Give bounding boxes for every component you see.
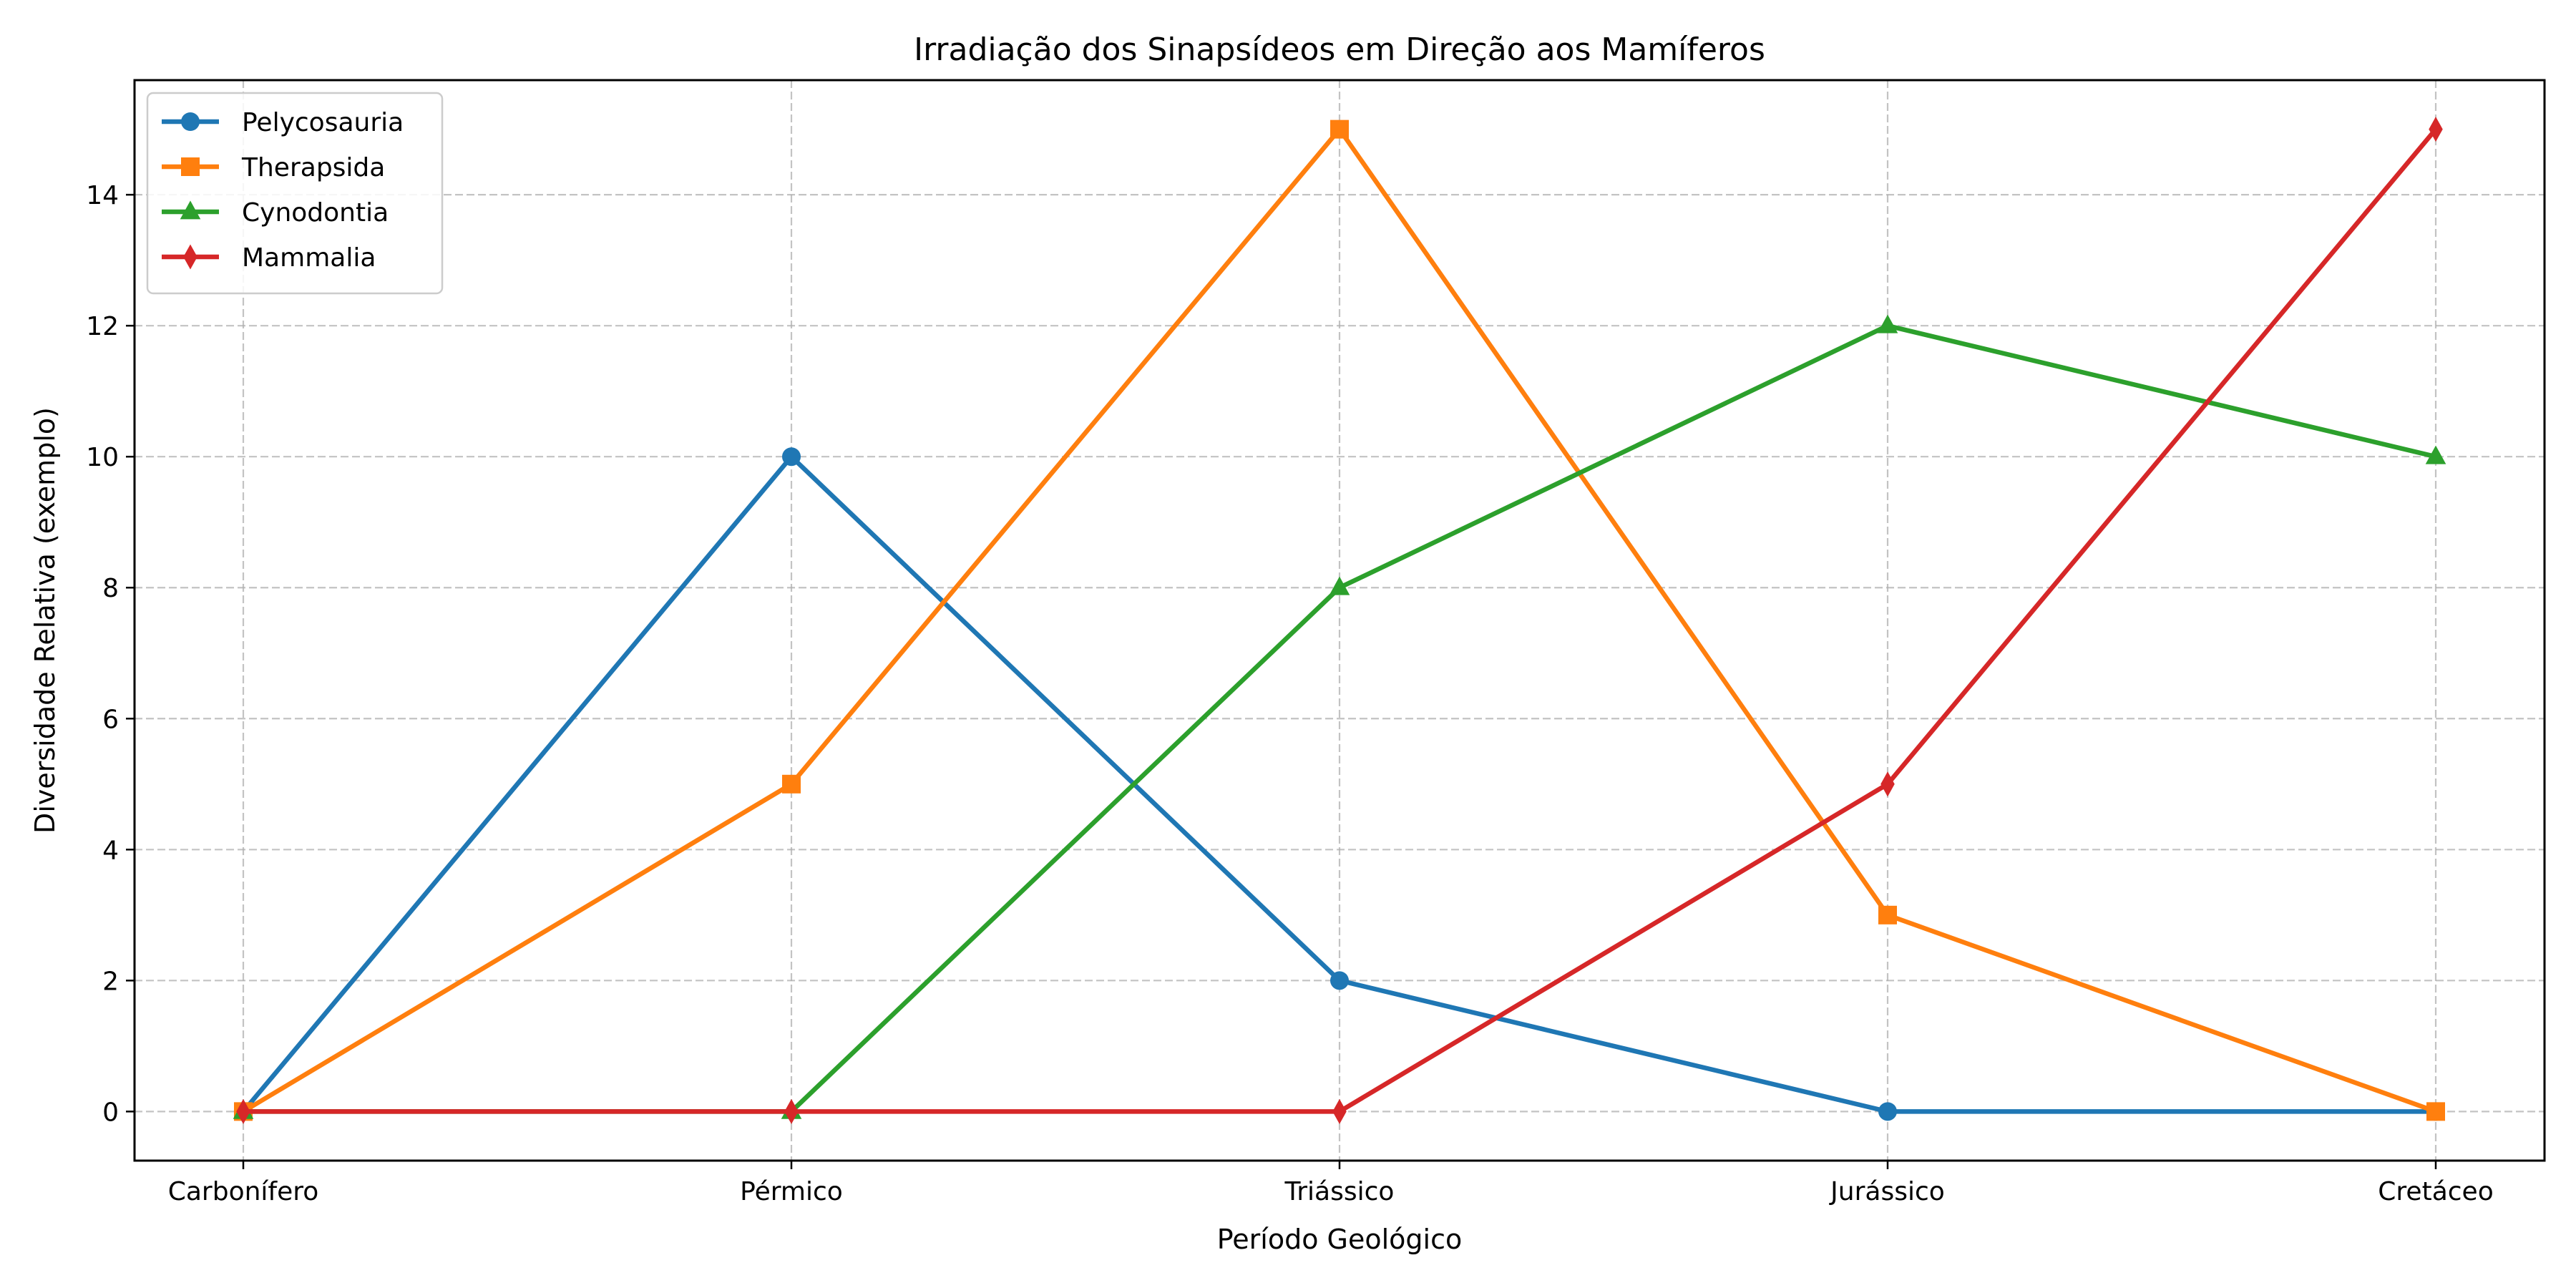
legend-label: Cynodontia: [242, 198, 389, 228]
data-point: [1330, 119, 1349, 139]
y-tick-label: 10: [86, 443, 119, 472]
data-point: [1877, 314, 1898, 333]
data-point: [1329, 576, 1350, 595]
legend-label: Pelycosauria: [242, 108, 404, 137]
x-tick-label: Triássico: [1284, 1177, 1395, 1206]
data-point: [782, 447, 801, 467]
legend-item-pelycosauria: Pelycosauria: [162, 108, 404, 137]
data-point: [180, 200, 201, 220]
y-tick-label: 8: [102, 574, 119, 603]
data-point: [181, 112, 200, 131]
grid: [135, 80, 2545, 1161]
data-point: [2429, 117, 2443, 142]
x-tick-label: Pérmico: [740, 1177, 843, 1206]
y-axis-label: Diversidade Relativa (exemplo): [29, 407, 61, 834]
data-point: [782, 774, 801, 794]
series-layer: [233, 117, 2446, 1124]
data-point: [1332, 1098, 1347, 1124]
legend-frame: [146, 92, 444, 295]
legend-item-cynodontia: Cynodontia: [162, 198, 389, 228]
x-tick-label: Carbonífero: [168, 1177, 319, 1206]
y-tick-label: 0: [102, 1098, 119, 1127]
data-point: [236, 1098, 250, 1124]
data-point: [2426, 1102, 2445, 1121]
chart-title: Irradiação dos Sinapsídeos em Direção ao…: [914, 31, 1765, 68]
y-tick-label: 14: [86, 181, 119, 210]
x-tick-label: Cretáceo: [2378, 1177, 2493, 1206]
data-point: [1878, 1102, 1897, 1121]
y-tick-label: 4: [102, 836, 119, 865]
data-point: [1880, 771, 1895, 797]
data-point: [2425, 445, 2446, 464]
axis-ticks: Carbonífero Pérmico Triássico Jurássico Cret…: [86, 181, 2494, 1206]
x-tick-label: Jurássico: [1829, 1177, 1945, 1206]
y-tick-label: 2: [102, 967, 119, 996]
y-tick-label: 12: [86, 312, 119, 341]
data-point: [181, 157, 200, 176]
legend-item-therapsida: Therapsida: [162, 153, 385, 182]
data-point: [784, 1098, 799, 1124]
legend-item-mammalia: Mammalia: [162, 243, 376, 273]
data-point: [1330, 971, 1349, 990]
y-tick-label: 6: [102, 705, 119, 734]
data-point: [183, 244, 197, 270]
x-axis-label: Período Geológico: [1217, 1224, 1463, 1255]
legend-label: Mammalia: [242, 243, 376, 273]
series-mammalia: [236, 117, 2443, 1124]
legend: Pelycosauria Therapsida Cynodontia Mammalia: [146, 92, 444, 295]
data-point: [1878, 905, 1897, 924]
legend-label: Therapsida: [241, 153, 385, 182]
